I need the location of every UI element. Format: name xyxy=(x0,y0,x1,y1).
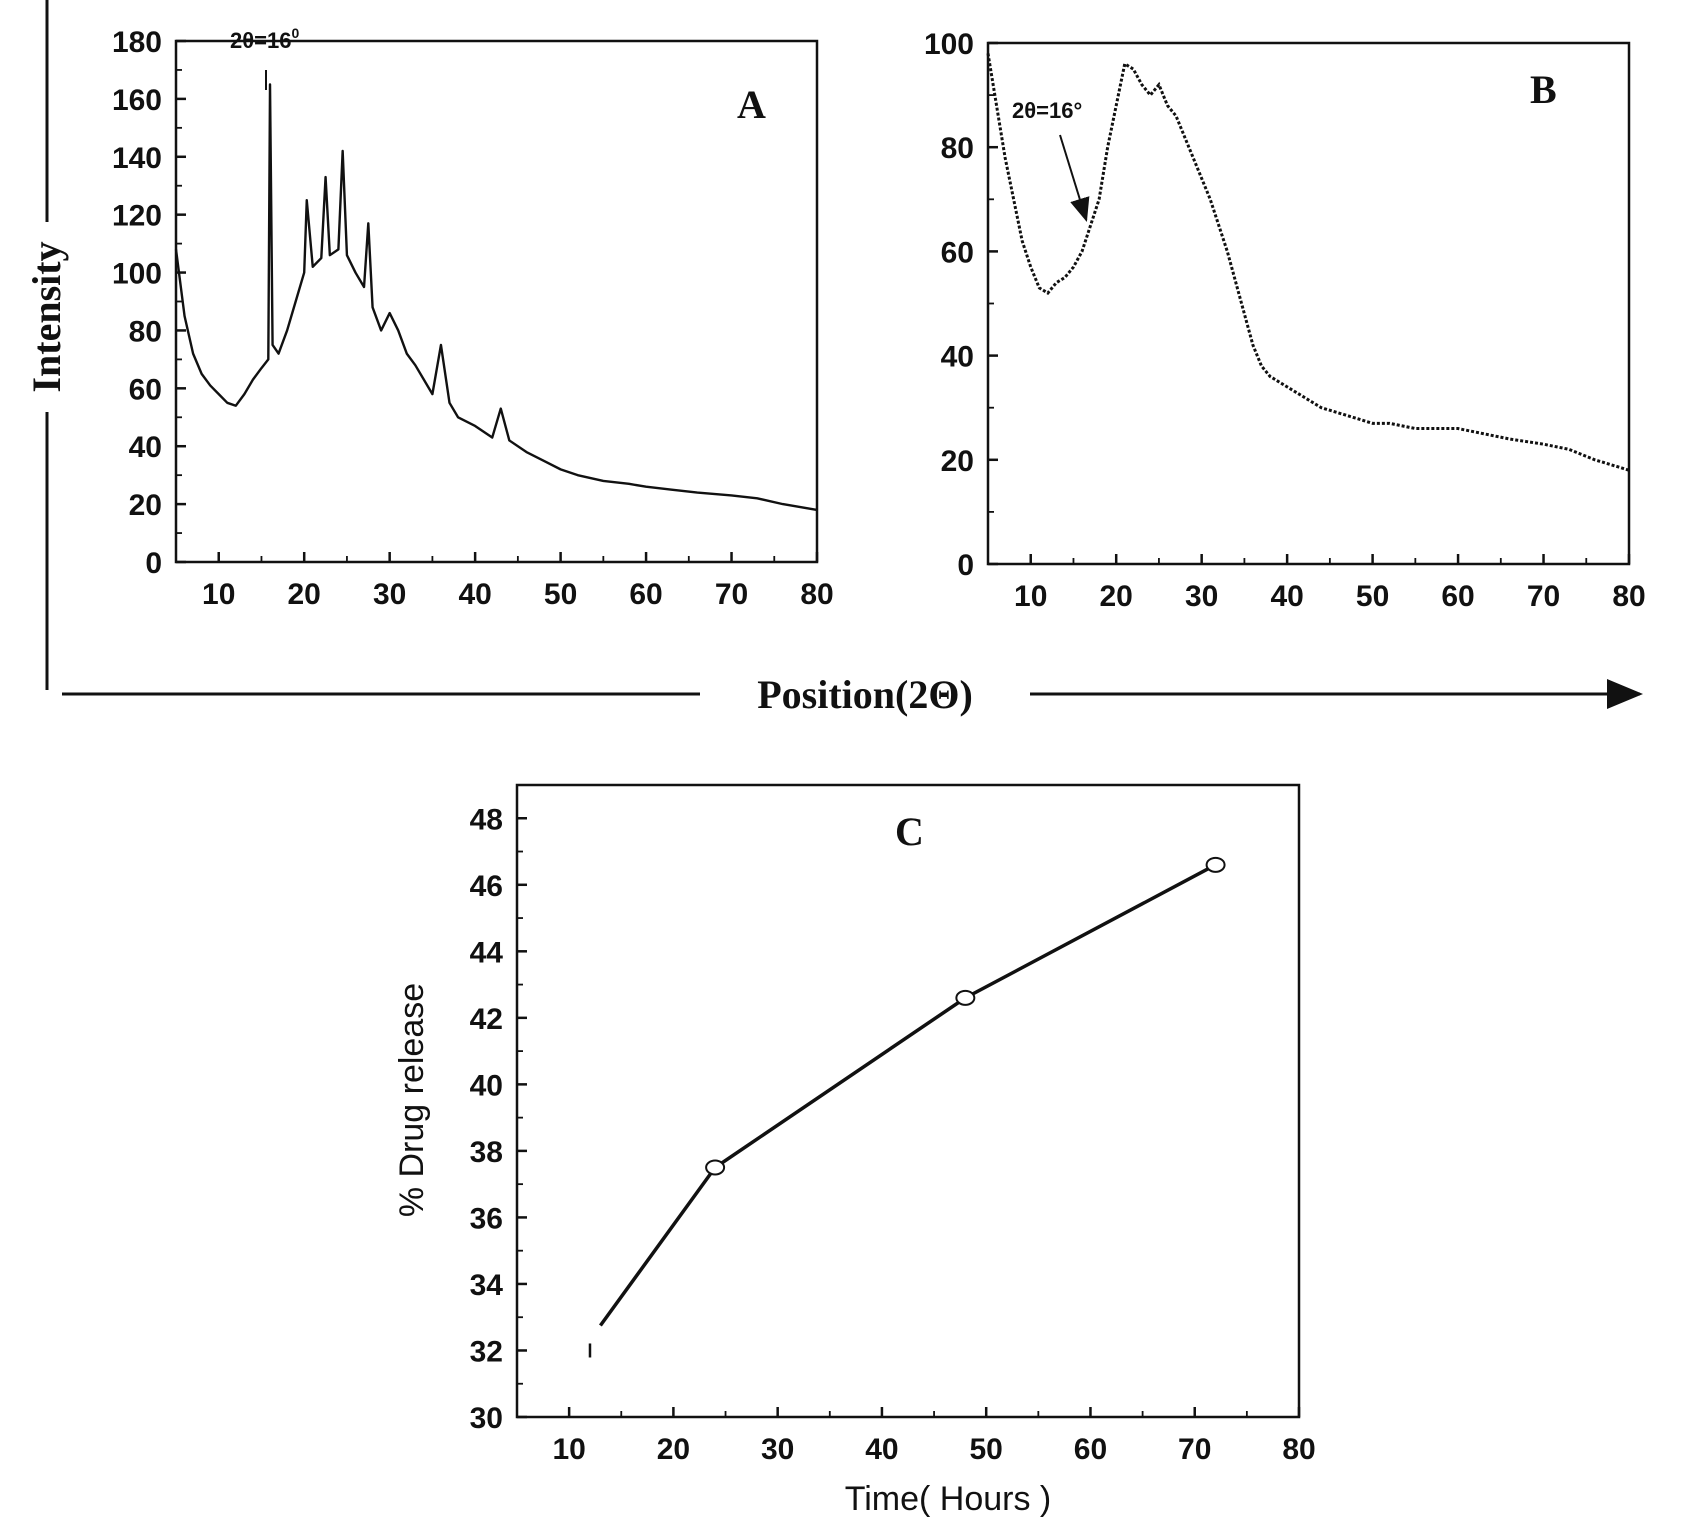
panel-b-y-tick-label: 80 xyxy=(941,132,974,165)
panel-a-y-tick-label: 180 xyxy=(112,26,162,59)
panel-c-data-point xyxy=(955,989,976,1006)
panel-b-x-tick-label: 80 xyxy=(1612,580,1645,613)
panel-a-x-tick-label: 70 xyxy=(715,578,748,611)
panel-a-x-tick-label: 60 xyxy=(629,578,662,611)
panel-a-y-tick-label: 120 xyxy=(112,200,162,233)
panel-b-x-tick-label: 40 xyxy=(1270,580,1303,613)
panel-b-x-tick-label: 60 xyxy=(1441,580,1474,613)
panel-c-y-tick-label: 32 xyxy=(470,1335,503,1368)
panel-b-annotation: 2θ=16° xyxy=(1012,98,1082,123)
panel-a-x-tick-label: 50 xyxy=(544,578,577,611)
panel-b-y-tick-label: 20 xyxy=(941,445,974,478)
panel-b-x-tick-label: 50 xyxy=(1356,580,1389,613)
panel-c-x-tick-label: 40 xyxy=(865,1433,898,1466)
panel-a-x-tick-label: 10 xyxy=(202,578,235,611)
panel-b-x-tick-label: 30 xyxy=(1185,580,1218,613)
panel-c-x-tick-label: 60 xyxy=(1074,1433,1107,1466)
panel-b-annotation-arrow xyxy=(1059,134,1090,223)
panel-a-annotation: 2θ=160 xyxy=(230,25,299,53)
panel-a-label: A xyxy=(737,82,766,127)
panel-c-y-tick-label: 30 xyxy=(470,1402,503,1435)
panel-b-label: B xyxy=(1530,67,1557,112)
panel-a-x-tick-label: 80 xyxy=(800,578,833,611)
panel-b-y-tick-label: 0 xyxy=(957,549,974,582)
panel-c-x-tick-label: 20 xyxy=(657,1433,690,1466)
panel-b-x-tick-label: 10 xyxy=(1014,580,1047,613)
panel-c-y-tick-label: 46 xyxy=(470,870,503,903)
panel-c-y-tick-label: 38 xyxy=(470,1136,503,1169)
panel-c-ylabel: % Drug release xyxy=(393,983,431,1217)
panel-b-x-tick-label: 20 xyxy=(1100,580,1133,613)
panel-a-y-tick-label: 140 xyxy=(112,142,162,175)
shared-x-title: Position(2Θ) xyxy=(757,672,973,717)
panel-c-series-line xyxy=(598,863,1217,1327)
panel-a-y-tick-label: 60 xyxy=(129,373,162,406)
panel-c-label: C xyxy=(895,809,924,854)
panel-c-x-tick-label: 30 xyxy=(761,1433,794,1466)
panel-c-y-tick-label: 36 xyxy=(470,1202,503,1235)
panel-c-x-tick-label: 10 xyxy=(552,1433,585,1466)
panel-b-y-tick-label: 100 xyxy=(924,28,974,61)
panel-a: 10 20 30 40 50 60 70 80 0 20 40 60 80 100 120 140 160 180… xyxy=(112,25,834,611)
panel-c-x-tick-label: 80 xyxy=(1282,1433,1315,1466)
panel-c-data-point xyxy=(705,1159,726,1176)
panel-a-x-tick-label: 30 xyxy=(373,578,406,611)
panel-a-y-tick-label: 160 xyxy=(112,84,162,117)
panel-c-x-tick-label: 50 xyxy=(970,1433,1003,1466)
panel-c-y-tick-label: 40 xyxy=(470,1069,503,1102)
panel-b-y-tick-label: 40 xyxy=(941,341,974,374)
panel-c-y-tick-label: 34 xyxy=(470,1269,504,1302)
panel-b-series-line xyxy=(986,53,1630,472)
panel-b-x-tick-label: 70 xyxy=(1527,580,1560,613)
panel-c-x-tick-label: 70 xyxy=(1178,1433,1211,1466)
panel-b: 10 20 30 40 50 60 70 80 0 20 40 60 80 100 2θ=16° B xyxy=(924,28,1646,613)
panel-c-xlabel: Time( Hours ) xyxy=(845,1480,1052,1518)
shared-y-title: Intensity xyxy=(24,241,69,392)
panel-c-y-tick-label: 42 xyxy=(470,1003,503,1036)
panel-a-y-tick-label: 40 xyxy=(129,431,162,464)
panel-a-y-tick-label: 80 xyxy=(129,315,162,348)
panel-c-y-tick-label: 44 xyxy=(470,936,504,969)
panel-c: 10 20 30 40 50 60 70 80 30 32 34 36 38 40 42 44 46 48 C T… xyxy=(393,783,1316,1518)
panel-b-y-tick-label: 60 xyxy=(941,236,974,269)
panel-c-y-tick-label: 48 xyxy=(470,803,503,836)
panel-a-x-tick-label: 40 xyxy=(458,578,491,611)
panel-a-series-line xyxy=(174,83,818,512)
panel-a-y-tick-label: 0 xyxy=(145,547,162,580)
panel-c-data-point xyxy=(1205,856,1226,873)
panel-a-x-tick-label: 20 xyxy=(288,578,321,611)
panel-a-y-tick-label: 20 xyxy=(129,489,162,522)
panel-a-y-tick-label: 100 xyxy=(112,258,162,291)
